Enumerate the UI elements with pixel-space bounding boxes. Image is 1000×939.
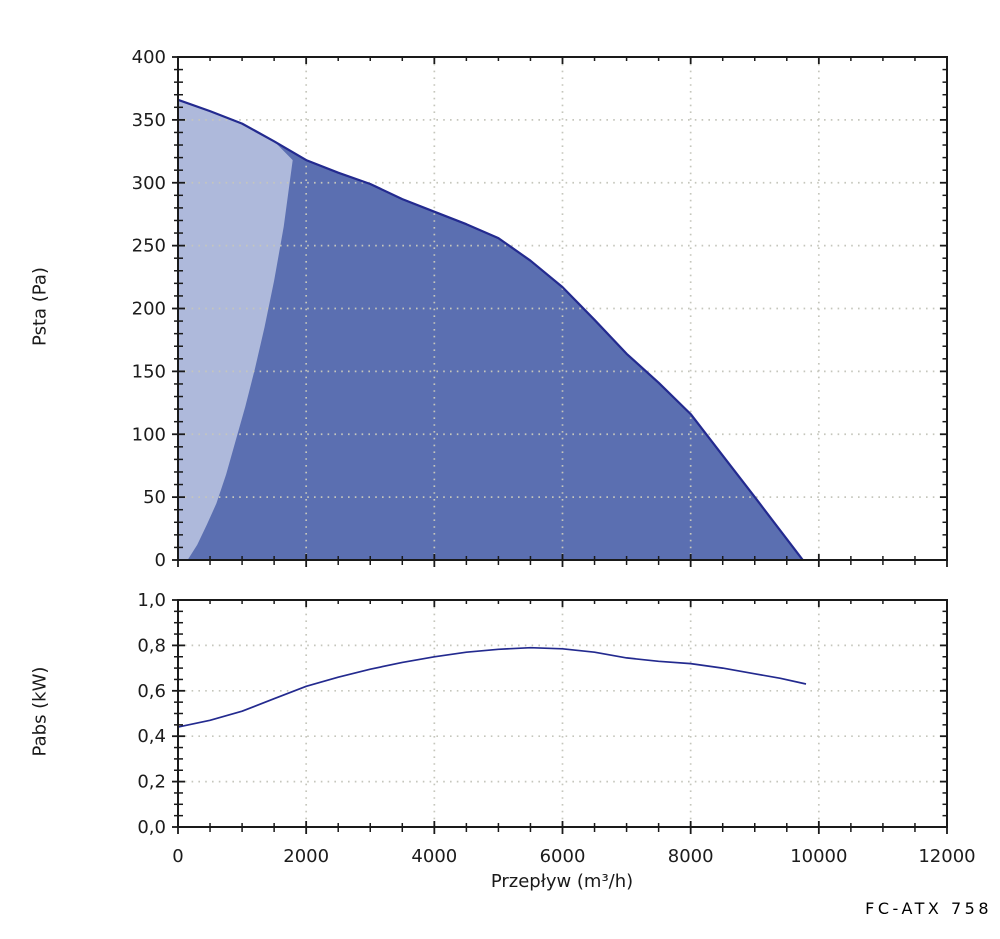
power-plot-y-tick-label: 0,2 [137, 772, 166, 793]
x-tick-label: 6000 [540, 846, 586, 867]
area-fills [178, 99, 803, 561]
pressure-plot-y-tick-label: 350 [132, 110, 166, 131]
model-label: FC-ATX 758 [865, 899, 992, 918]
fan-curve-area [178, 99, 803, 561]
x-tick-label: 2000 [283, 846, 329, 867]
pressure-y-axis-title: Psta (Pa) [29, 267, 51, 346]
power-plot-y-tick-label: 0,8 [137, 635, 166, 656]
pressure-plot-y-tick-label: 150 [132, 361, 166, 382]
power-plot-y-tick-label: 1,0 [137, 590, 166, 611]
x-tick-label: 8000 [668, 846, 714, 867]
pressure-plot-y-tick-label: 200 [132, 299, 166, 320]
power-y-axis-title: Pabs (kW) [29, 666, 51, 757]
data-curves [177, 98, 807, 728]
pressure-plot-y-tick-label: 50 [143, 487, 166, 508]
fan-pressure-curve [177, 98, 804, 561]
x-tick-label: 4000 [411, 846, 457, 867]
x-tick-label: 10000 [790, 846, 847, 867]
x-tick-label: 0 [172, 846, 183, 867]
x-axis-title: Przepływ (m³/h) [490, 871, 634, 892]
tick-marks [172, 56, 948, 834]
pressure-plot-y-tick-label: 0 [155, 550, 166, 571]
x-tick-label: 12000 [918, 846, 975, 867]
power-plot-y-tick-label: 0,0 [137, 817, 166, 838]
operating-range-area [178, 99, 293, 561]
absorbed-power-curve [177, 646, 807, 728]
pressure-plot-y-tick-label: 300 [132, 173, 166, 194]
pressure-plot-y-tick-label: 250 [132, 236, 166, 257]
tick-labels: 0 50 100 150 200 250 300 350 400 0,0 0,2 0,4 0,6 0,8 1… [132, 47, 976, 867]
pressure-plot-y-tick-label: 100 [132, 424, 166, 445]
pressure-plot-y-tick-label: 400 [132, 47, 166, 68]
power-plot-y-tick-label: 0,6 [137, 681, 166, 702]
power-plot-y-tick-label: 0,4 [137, 726, 166, 747]
